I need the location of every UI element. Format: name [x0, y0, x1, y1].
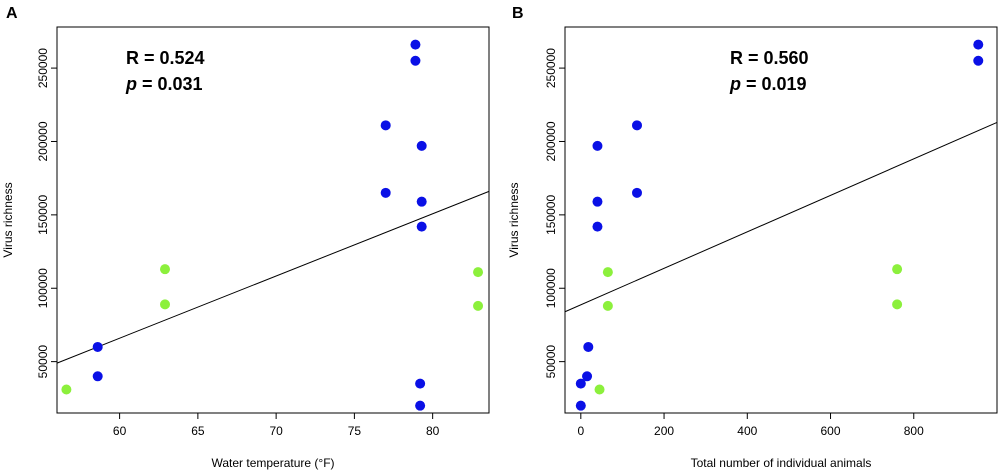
data-point-blue	[415, 378, 426, 389]
data-point-blue	[416, 140, 427, 151]
data-point-green	[473, 300, 484, 311]
y-tick-label: 50000	[544, 345, 558, 379]
data-point-green	[160, 299, 170, 310]
data-point-green	[594, 384, 605, 395]
data-point-green	[61, 384, 72, 395]
data-point-blue	[632, 187, 642, 198]
data-point-blue	[592, 196, 603, 207]
regression-line	[564, 121, 998, 313]
correlation-r: R = 0.524	[126, 48, 205, 68]
correlation-r: R = 0.560	[730, 48, 809, 68]
data-point-blue	[415, 400, 426, 411]
panel-letter: A	[6, 5, 18, 22]
x-tick-label: 75	[348, 424, 362, 438]
y-axis-label: Virus richness	[507, 182, 521, 257]
x-tick-label: 65	[191, 424, 205, 438]
y-tick-label: 250000	[36, 48, 50, 88]
regression-line	[56, 190, 490, 364]
p-symbol: p	[125, 74, 137, 94]
data-point-blue	[973, 55, 984, 66]
p-value: p = 0.019	[729, 74, 807, 94]
data-point-blue	[973, 39, 984, 50]
x-tick-label: 600	[821, 424, 841, 438]
y-tick-label: 150000	[544, 195, 558, 235]
x-tick-label: 400	[737, 424, 757, 438]
p-symbol: p	[729, 74, 741, 94]
data-point-blue	[380, 187, 391, 198]
data-point-green	[160, 264, 170, 275]
x-tick-label: 200	[654, 424, 674, 438]
y-tick-label: 100000	[544, 268, 558, 308]
p-value: p = 0.031	[125, 74, 203, 94]
y-tick-label: 200000	[544, 121, 558, 161]
y-axis-label: Virus richness	[1, 182, 15, 257]
p-value-number: = 0.019	[741, 74, 807, 94]
data-point-blue	[380, 120, 391, 131]
panel-letter: B	[512, 5, 524, 22]
y-tick-label: 100000	[36, 268, 50, 308]
plot-frame	[56, 26, 490, 414]
data-point-green	[892, 299, 903, 310]
x-tick-label: 70	[269, 424, 283, 438]
x-tick-label: 80	[426, 424, 440, 438]
p-value-number: = 0.031	[137, 74, 203, 94]
y-tick-label: 150000	[36, 195, 50, 235]
x-tick-label: 0	[577, 424, 584, 438]
data-point-green	[602, 300, 613, 311]
x-tick-label: 800	[904, 424, 924, 438]
data-point-blue	[582, 371, 593, 382]
plot-frame	[564, 26, 998, 414]
data-point-blue	[592, 221, 603, 232]
y-tick-label: 200000	[36, 121, 50, 161]
data-point-green	[602, 267, 613, 278]
panel-a: A 60 65 70 75 80 50000 100000 150000 200000 250000…	[1, 5, 490, 470]
data-point-blue	[592, 140, 603, 151]
data-point-green	[473, 267, 484, 278]
data-point-blue	[575, 378, 586, 389]
x-tick-label: 60	[113, 424, 127, 438]
x-axis-label: Water temperature (°F)	[211, 456, 334, 470]
data-point-blue	[410, 55, 421, 66]
data-point-blue	[583, 341, 594, 352]
data-point-blue	[92, 341, 103, 352]
data-point-blue	[416, 221, 427, 232]
data-point-blue	[575, 400, 586, 411]
data-point-blue	[410, 39, 421, 50]
data-point-blue	[632, 120, 642, 131]
panel-b: B 0 200 400 600 800 50000 100000 150000 200000 250…	[507, 5, 998, 470]
y-tick-label: 250000	[544, 48, 558, 88]
y-tick-label: 50000	[36, 345, 50, 379]
data-point-blue	[92, 371, 103, 382]
x-axis-label: Total number of individual animals	[691, 456, 872, 470]
data-point-green	[892, 264, 903, 275]
data-point-blue	[416, 196, 427, 207]
